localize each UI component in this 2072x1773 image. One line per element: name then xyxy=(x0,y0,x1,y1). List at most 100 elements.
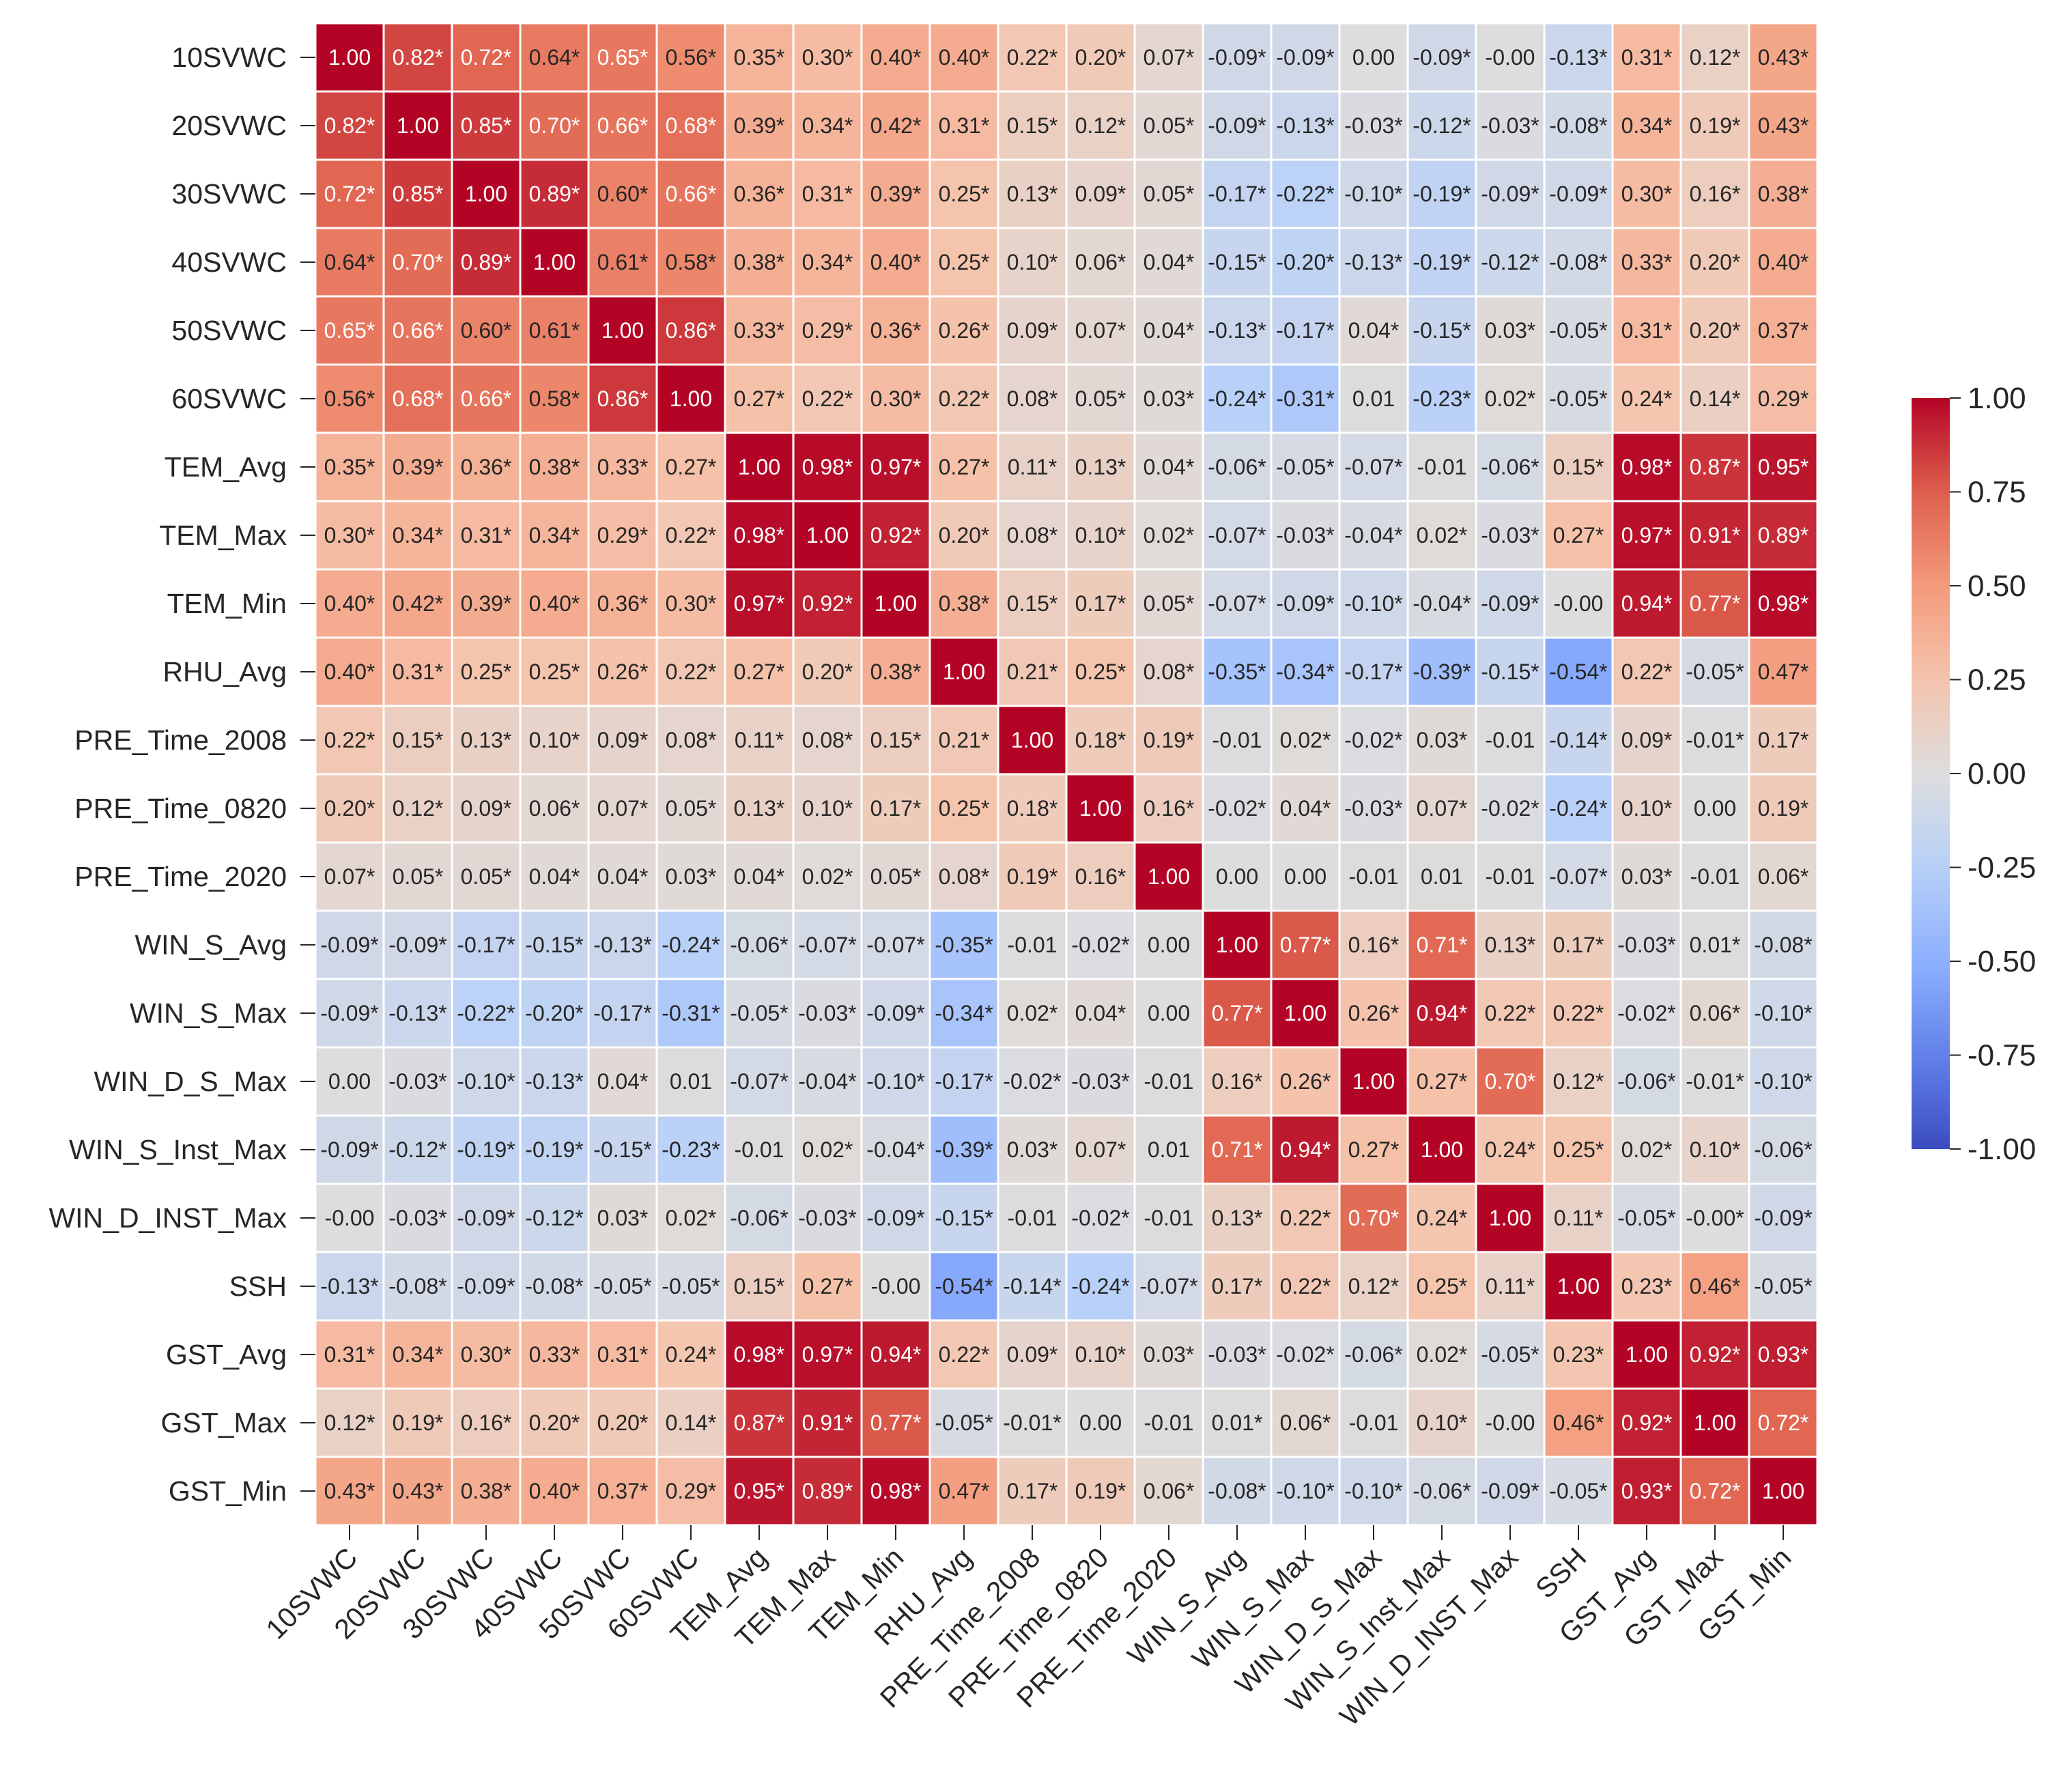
cell-value-label: 0.68* xyxy=(666,113,717,138)
cell-value-label: 0.66* xyxy=(461,386,512,411)
cell-value-label: 0.09* xyxy=(1621,728,1673,752)
cell-value-label: -0.24* xyxy=(1208,386,1266,411)
heatmap-cell xyxy=(1406,22,1477,93)
cell-value-label: 0.31* xyxy=(802,182,853,206)
cell-value-label: -0.07* xyxy=(1208,591,1266,616)
heatmap-cell xyxy=(587,705,658,776)
cell-value-label: 0.40* xyxy=(529,1479,580,1503)
cell-value-label: 0.02* xyxy=(802,864,853,889)
cell-value-label: 0.91* xyxy=(802,1410,853,1435)
cell-value-label: 0.31* xyxy=(1621,45,1673,70)
cell-value-label: 0.24* xyxy=(1485,1137,1536,1162)
heatmap-cell xyxy=(1065,705,1136,776)
cell-value-label: -0.17* xyxy=(457,933,515,957)
heatmap-cell xyxy=(451,227,522,298)
heatmap-cell xyxy=(519,978,590,1049)
heatmap-cell xyxy=(1406,705,1477,776)
cell-value-label: 0.22* xyxy=(1280,1274,1331,1299)
cell-value-label: -0.01* xyxy=(1686,728,1744,752)
row-labels: 10SVWC 20SVWC 30SVWC 40SVWC 50SVWC 60SVWC TEM_… xyxy=(48,42,315,1507)
heatmap-cell xyxy=(1338,705,1409,776)
cell-value-label: 0.22* xyxy=(1621,659,1673,684)
cell-value-label: -0.03* xyxy=(798,1206,856,1230)
heatmap-cell xyxy=(1543,500,1614,571)
cell-value-label: 0.43* xyxy=(1758,45,1809,70)
heatmap-cell xyxy=(1475,1456,1546,1527)
row-label: 40SVWC xyxy=(171,246,287,278)
cell-value-label: 0.22* xyxy=(324,728,375,752)
heatmap-cell xyxy=(1611,1319,1682,1390)
heatmap-cell xyxy=(928,227,999,298)
cell-value-label: -0.01* xyxy=(1686,1069,1744,1094)
cell-value-label: 0.02* xyxy=(1144,523,1195,548)
heatmap-cell xyxy=(724,773,795,844)
colorbar-tick-label: 0.75 xyxy=(1968,476,2026,509)
heatmap-cell xyxy=(792,295,863,366)
cell-value-label: 0.04* xyxy=(597,864,649,889)
heatmap-cell xyxy=(792,1182,863,1253)
cell-value-label: 0.11* xyxy=(1486,1274,1535,1299)
heatmap-cell xyxy=(928,295,999,366)
heatmap-cell xyxy=(1270,1182,1341,1253)
heatmap-cell xyxy=(1611,636,1682,707)
cell-value-label: 0.89* xyxy=(802,1479,853,1503)
row-label: WIN_S_Max xyxy=(130,997,287,1029)
cell-value-label: 0.34* xyxy=(529,523,580,548)
cell-value-label: 0.39* xyxy=(393,455,444,479)
cell-value-label: 0.22* xyxy=(1553,1001,1604,1025)
cell-value-label: 0.97* xyxy=(734,591,785,616)
heatmap-cell xyxy=(1133,909,1204,980)
cell-value-label: -0.07* xyxy=(1549,864,1607,889)
cell-value-label: 0.05* xyxy=(1144,591,1195,616)
cell-value-label: 0.43* xyxy=(1758,113,1809,138)
cell-value-label: -0.34* xyxy=(1276,659,1334,684)
cell-value-label: 0.19* xyxy=(393,1410,444,1435)
cell-value-label: -0.06* xyxy=(730,1206,788,1230)
heatmap-cell xyxy=(1611,1251,1682,1322)
heatmap-cell xyxy=(1748,1182,1819,1253)
cell-value-label: -0.02* xyxy=(1617,1001,1675,1025)
cell-value-label: 0.05* xyxy=(1075,386,1126,411)
heatmap-cell xyxy=(1748,1046,1819,1117)
heatmap-cell xyxy=(1543,773,1614,844)
cell-value-label: 0.24* xyxy=(1417,1206,1468,1230)
heatmap-cell xyxy=(997,295,1068,366)
cell-value-label: 0.34* xyxy=(802,113,853,138)
cell-value-label: 0.11* xyxy=(1554,1206,1603,1230)
cell-value-label: -0.13* xyxy=(320,1274,378,1299)
heatmap-cell xyxy=(1270,90,1341,161)
cell-value-label: 0.64* xyxy=(529,45,580,70)
cell-value-label: 0.27* xyxy=(734,659,785,684)
cell-value-label: 0.00 xyxy=(1148,1001,1190,1025)
cell-value-label: 0.33* xyxy=(597,455,649,479)
cell-value-label: -0.09* xyxy=(320,933,378,957)
heatmap-cell xyxy=(1543,978,1614,1049)
cell-value-label: 1.00 xyxy=(1079,796,1122,821)
cell-value-label: 0.42* xyxy=(393,591,444,616)
cell-value-label: 0.10* xyxy=(1417,1410,1468,1435)
heatmap-cell xyxy=(587,1319,658,1390)
row-label: 20SVWC xyxy=(171,110,287,141)
cell-value-label: -0.02* xyxy=(1208,796,1266,821)
heatmap-cell xyxy=(587,1251,658,1322)
heatmap-cell xyxy=(724,295,795,366)
cell-value-label: 0.02* xyxy=(802,1137,853,1162)
cell-value-label: 0.04* xyxy=(597,1069,649,1094)
cell-value-label: -0.05* xyxy=(1617,1206,1675,1230)
heatmap-cell-labels: 1.00 0.82* 0.72* 0.64* 0.65* 0.56* 0.35* 0.30* 0… xyxy=(320,45,1812,1503)
cell-value-label: 0.00 xyxy=(1694,796,1736,821)
heatmap-cell xyxy=(382,909,453,980)
row-label: TEM_Min xyxy=(167,588,287,619)
cell-value-label: 0.77* xyxy=(1212,1001,1263,1025)
cell-value-label: 0.27* xyxy=(802,1274,853,1299)
heatmap-cell xyxy=(792,1251,863,1322)
heatmap-cell xyxy=(1202,1319,1273,1390)
cell-value-label: 0.27* xyxy=(666,455,717,479)
cell-value-label: 0.04* xyxy=(1075,1001,1126,1025)
heatmap-cell xyxy=(1543,431,1614,502)
cell-value-label: 0.30* xyxy=(324,523,375,548)
cell-value-label: 0.10* xyxy=(1075,523,1126,548)
cell-value-label: -0.08* xyxy=(388,1274,446,1299)
heatmap-cell xyxy=(1202,500,1273,571)
cell-value-label: 0.13* xyxy=(1212,1206,1263,1230)
